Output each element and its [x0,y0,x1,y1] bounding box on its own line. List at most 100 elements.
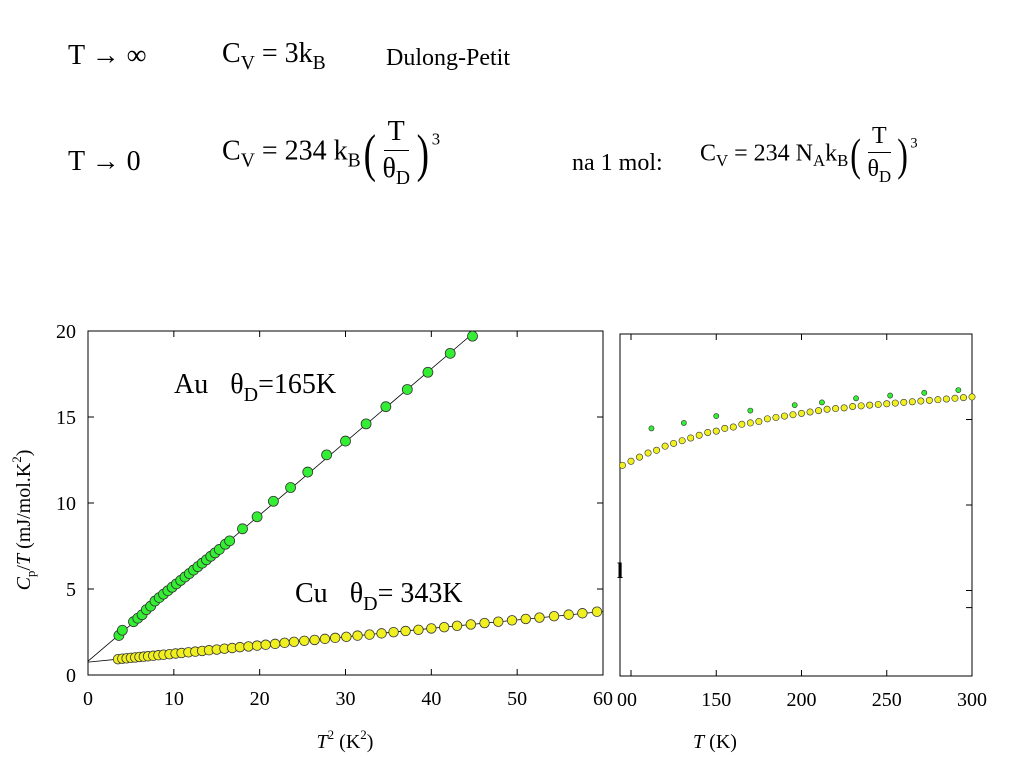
cu-heat-point [917,397,925,405]
cu-data-point [309,634,320,646]
left-xtick-label: 60 [593,688,613,710]
mol-theta-sub: D [879,166,892,186]
right-partial-label: l [617,558,623,583]
au-data-point [444,347,456,359]
cu-data-point [388,626,399,638]
cv-subscript: V [240,52,255,74]
mol-kb-sub: B [837,151,849,171]
cu-heat-point [712,427,720,435]
cu-heat-point [832,405,840,413]
cv-symbol: C [222,38,241,69]
left-chart: 0 10 20 30 40 50 60 0 5 10 15 20 T2 (K2) Cp/T (mJ/m… [9,321,613,753]
cu-data-point [341,631,352,643]
mol-formula-a: = 234 N [734,140,814,167]
cu-heat-point [925,396,933,404]
au-data-point [251,511,263,523]
cu-heat-point [934,396,942,404]
left-xlabel: T2 (K2) [317,727,374,753]
cu-data-point [520,613,531,625]
cu-heat-point [866,401,874,409]
cv-symbol-2: C [222,135,241,167]
au-heat-point [853,395,859,402]
right-xtick-label: 00 [617,689,637,711]
cu-heat-point [959,394,967,402]
cu-data-point [591,606,603,617]
cu-heat-point [661,442,669,450]
exponent: 3 [431,129,441,149]
cu-heat-point [721,424,729,432]
cu-data-point [479,617,490,629]
formula-234kb: = 234 k [261,135,348,167]
right-xlabel: T (K) [693,731,737,753]
right-plot-frame [619,333,973,677]
au-heat-point [921,389,928,396]
cu-heat-point [806,408,814,416]
mol-left-paren: ( [850,129,862,181]
cu-heat-point [704,428,712,436]
frac-numerator: T [383,118,409,151]
cu-data-point [352,630,363,641]
frac-denominator: θD [378,151,414,189]
formula-3kb: = 3k [261,38,313,69]
cu-heat-point [840,404,848,412]
left-ytick-label: 5 [66,579,76,601]
cu-data-point [260,639,271,650]
cu-data-point [376,628,387,639]
cu-data-point [234,641,246,653]
mol-exponent: 3 [910,135,918,152]
right-chart: 00 150 200 250 300 l T (K) [617,333,987,753]
left-points [112,330,603,665]
cu-data-point [330,632,341,644]
au-heat-point [680,420,687,426]
cu-data-point [243,641,254,652]
mol-label: na 1 mol: [572,150,663,176]
cu-data-point [548,610,560,622]
au-data-point [422,366,434,378]
right-ticks: 00 150 200 250 300 [617,334,987,711]
left-ytick-label: 15 [56,407,76,429]
right-xtick-label: 150 [701,689,731,711]
cu-heat-point [891,399,899,407]
cu-heat-point [729,423,737,431]
mol-frac-numerator: T [868,124,891,153]
cu-heat-point [849,403,857,411]
theta-sub: D [395,167,411,189]
au-data-point [285,482,296,493]
mol-formula-b: k [825,140,838,167]
cu-data-point [534,612,545,623]
cu-data-point [439,621,450,633]
cu-heat-point [755,418,763,426]
au-data-point [321,449,333,461]
left-xtick-label: 10 [164,688,184,710]
au-heat-point [819,399,825,406]
left-ylabel: Cp/T (mJ/mol.K2) [9,450,38,591]
au-annotation: Au θD=165K [174,369,336,406]
au-data-point [237,523,248,535]
cu-data-point [400,625,411,637]
au-data-point [467,330,478,342]
cu-heat-point [618,461,626,469]
au-data-point [224,535,236,547]
theta-symbol: θ [382,153,396,184]
mol-theta-symbol: θ [867,156,880,182]
cu-heat-point [746,419,754,427]
au-data-point [116,624,128,636]
au-heat-point [747,407,754,414]
au-heat-point [955,387,962,393]
cu-data-point [426,623,437,634]
cu-heat-point [951,394,959,402]
cu-heat-point [763,415,771,423]
au-data-point [340,435,351,447]
kb-subscript: B [312,52,326,74]
left-ytick-label: 0 [66,665,76,687]
cu-data-point [563,609,574,620]
left-ytick-label: 20 [56,321,76,343]
left-xtick-label: 20 [250,688,270,710]
au-data-point [360,418,372,430]
dulong-petit-label: Dulong-Petit [386,45,510,71]
cu-heat-point [789,411,797,419]
right-xtick-label: 300 [957,689,987,711]
cu-heat-point [815,407,823,415]
